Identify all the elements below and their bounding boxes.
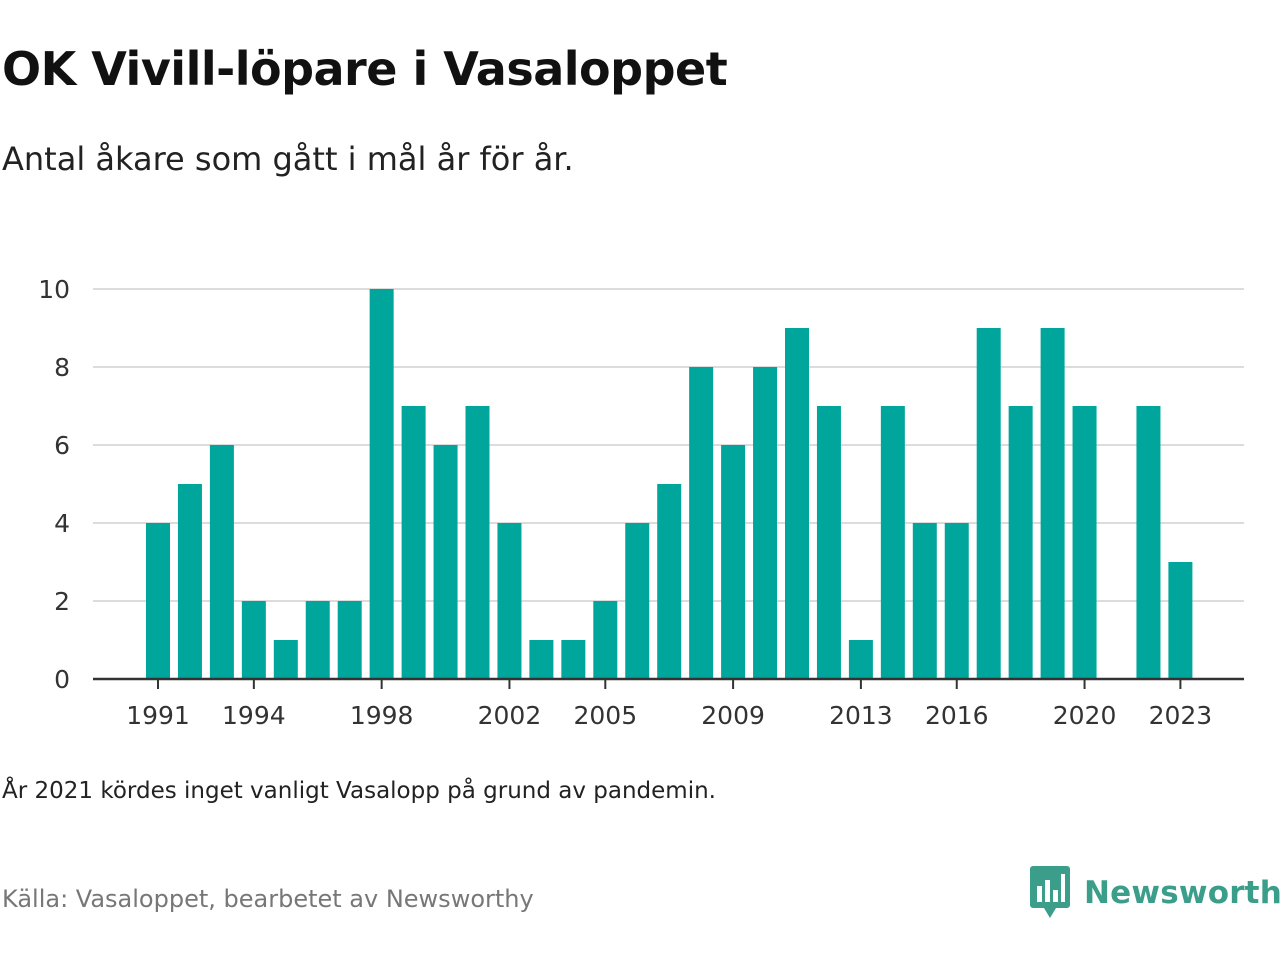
footnote: År 2021 kördes inget vanligt Vasalopp på… — [2, 778, 716, 804]
bar-1991 — [146, 523, 170, 679]
bar-2018 — [1008, 406, 1033, 679]
x-axis-ticks: 1991 1994 1998 2002 2005 2009 2013 2016 2020 2023 — [126, 679, 1212, 730]
bar-2007 — [657, 484, 682, 679]
bar-2012 — [816, 406, 841, 679]
x-tick-label-1994: 1994 — [222, 701, 286, 730]
chart-subtitle: Antal åkare som gått i mål år för år. — [2, 140, 574, 178]
bar-chart: 0 2 4 6 8 10 1991 1994 1998 2002 2005 2009 2013 2016… — [38, 275, 1244, 730]
x-tick-label-2005: 2005 — [573, 701, 637, 730]
bar-2009 — [721, 445, 746, 679]
y-tick-label-4: 4 — [54, 509, 70, 538]
x-tick-label-1991: 1991 — [126, 701, 190, 730]
bar-2003 — [529, 640, 554, 679]
source-credit: Källa: Vasaloppet, bearbetet av Newswort… — [2, 885, 534, 913]
bar-1998 — [369, 289, 394, 679]
bar-2015 — [912, 523, 937, 679]
x-tick-label-2016: 2016 — [925, 701, 989, 730]
x-tick-label-1998: 1998 — [350, 701, 414, 730]
bar-1992 — [177, 484, 202, 679]
x-tick-label-2020: 2020 — [1053, 701, 1117, 730]
bar-2008 — [689, 367, 714, 679]
bar-1999 — [401, 406, 426, 679]
bar-2001 — [465, 406, 490, 679]
bar-2013 — [848, 640, 873, 679]
bar-2023 — [1168, 562, 1193, 679]
newsworthy-bar-chart-logo-icon — [1030, 866, 1070, 918]
bar-2004 — [561, 640, 586, 679]
bar-1997 — [337, 601, 362, 679]
y-tick-label-0: 0 — [54, 665, 70, 694]
bar-2011 — [785, 328, 809, 679]
x-tick-label-2023: 2023 — [1149, 701, 1213, 730]
bar-2000 — [433, 445, 458, 679]
bar-1996 — [305, 601, 330, 679]
bar-2002 — [497, 523, 522, 679]
bar-1995 — [273, 640, 298, 679]
bar-2005 — [593, 601, 618, 679]
x-tick-label-2009: 2009 — [701, 701, 765, 730]
bar-2016 — [944, 523, 969, 679]
bar-2019 — [1040, 328, 1065, 679]
bar-2017 — [976, 328, 1001, 679]
brand-name: Newsworthy — [1084, 875, 1280, 911]
bar-2020 — [1072, 406, 1097, 679]
x-tick-label-2002: 2002 — [478, 701, 542, 730]
bars — [146, 289, 1193, 679]
brand: Newsworthy — [1030, 866, 1280, 920]
y-tick-label-10: 10 — [38, 275, 70, 304]
bar-1994 — [241, 601, 266, 679]
chart-title: OK Vivill-löpare i Vasaloppet — [2, 42, 728, 96]
x-tick-label-2013: 2013 — [829, 701, 893, 730]
y-tick-label-2: 2 — [54, 587, 70, 616]
bar-2022 — [1136, 406, 1161, 679]
bar-2010 — [753, 367, 778, 679]
y-tick-label-8: 8 — [54, 353, 70, 382]
bar-2006 — [625, 523, 650, 679]
bar-1993 — [209, 445, 234, 679]
y-axis-tick-labels: 0 2 4 6 8 10 — [38, 275, 70, 694]
bar-2014 — [880, 406, 905, 679]
y-tick-label-6: 6 — [54, 431, 70, 460]
